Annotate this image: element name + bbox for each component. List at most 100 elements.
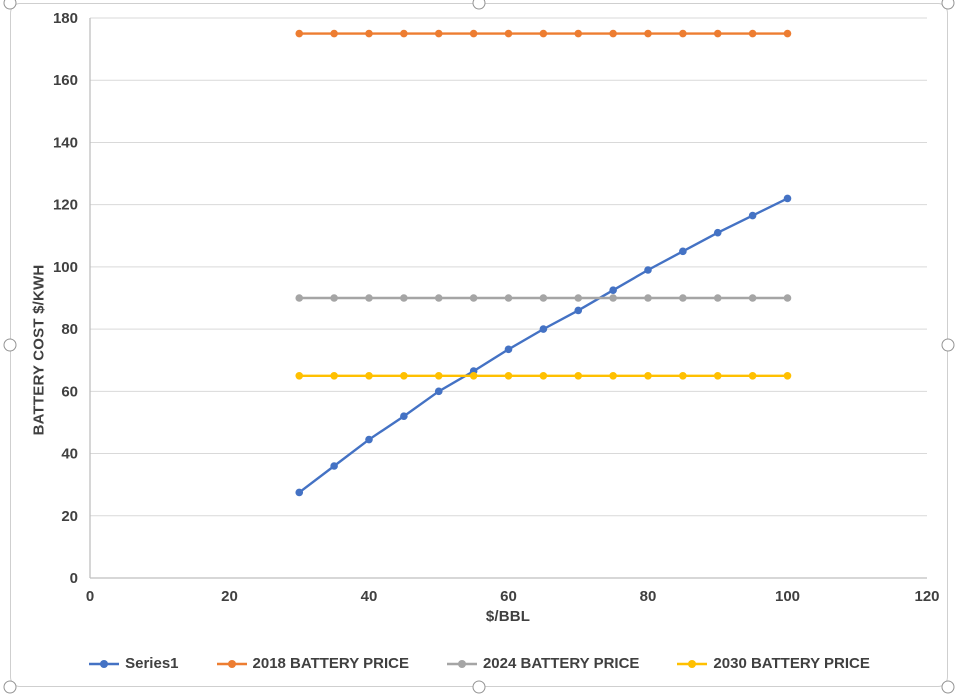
data-point-marker — [539, 29, 548, 38]
data-point-marker — [504, 294, 513, 302]
data-point-marker — [574, 306, 583, 315]
legend-marker-icon — [216, 659, 247, 668]
data-point-marker — [295, 294, 304, 302]
x-tick-label: 60 — [500, 588, 517, 605]
selection-handle-middle-left[interactable] — [3, 338, 17, 352]
data-point-marker — [748, 371, 757, 380]
series-series1[interactable] — [295, 194, 792, 497]
data-point-marker — [644, 266, 652, 274]
data-point-marker — [539, 371, 548, 380]
series-2024-battery-price[interactable] — [295, 294, 792, 302]
selection-handle-bottom-right[interactable] — [941, 680, 955, 694]
data-point-marker — [295, 29, 304, 38]
legend-item-series1[interactable]: Series1 — [89, 655, 179, 672]
x-tick-label: 20 — [221, 588, 238, 605]
legend-label: 2018 BATTERY PRICE — [252, 655, 409, 672]
legend-item-2018-battery-price[interactable]: 2018 BATTERY PRICE — [216, 655, 409, 672]
data-point-marker — [609, 371, 617, 380]
legend-item-2030-battery-price[interactable]: 2030 BATTERY PRICE — [677, 655, 870, 672]
data-point-marker — [504, 371, 513, 380]
data-point-marker — [469, 371, 478, 380]
data-point-marker — [609, 294, 617, 302]
data-point-marker — [713, 294, 722, 302]
y-tick-label: 60 — [61, 383, 78, 400]
legend: Series1 2018 BATTERY PRICE 2024 BATTERY PR… — [0, 655, 959, 672]
data-point-marker — [783, 194, 792, 203]
data-point-marker — [644, 371, 652, 380]
data-point-marker — [365, 294, 373, 302]
data-point-marker — [574, 294, 583, 302]
data-point-marker — [400, 371, 408, 380]
selection-handle-top-center[interactable] — [472, 0, 486, 10]
data-point-marker — [748, 294, 757, 302]
data-point-marker — [539, 294, 548, 302]
y-tick-label: 40 — [61, 446, 78, 463]
data-point-marker — [330, 29, 338, 38]
data-point-marker — [679, 371, 687, 380]
data-point-marker — [783, 294, 792, 302]
data-point-marker — [574, 29, 583, 38]
x-tick-label: 100 — [775, 588, 800, 605]
x-tick-label: 40 — [361, 588, 378, 605]
legend-marker-icon — [446, 659, 477, 668]
data-point-marker — [679, 247, 687, 256]
data-point-marker — [330, 371, 338, 380]
legend-label: Series1 — [125, 655, 179, 672]
data-point-marker — [365, 435, 373, 444]
data-point-marker — [504, 29, 513, 38]
data-point-marker — [679, 294, 687, 302]
data-point-marker — [748, 211, 757, 220]
data-point-marker — [400, 294, 408, 302]
series-2030-battery-price[interactable] — [295, 371, 792, 380]
y-tick-label: 120 — [53, 197, 78, 214]
x-tick-label: 120 — [914, 588, 939, 605]
chart-border — [10, 3, 948, 687]
data-point-marker — [434, 387, 443, 396]
data-point-marker — [539, 325, 548, 333]
data-point-marker — [504, 345, 513, 354]
y-tick-label: 20 — [61, 508, 78, 525]
data-point-marker — [434, 371, 443, 380]
data-point-marker — [365, 29, 373, 38]
selection-handle-middle-right[interactable] — [941, 338, 955, 352]
legend-label: 2024 BATTERY PRICE — [482, 655, 640, 672]
data-point-marker — [295, 488, 304, 497]
selection-handle-bottom-center[interactable] — [472, 680, 486, 694]
x-tick-label: 80 — [640, 588, 657, 605]
selection-handle-top-left[interactable] — [3, 0, 17, 10]
data-point-marker — [748, 29, 757, 38]
data-point-marker — [469, 294, 478, 302]
x-tick-label: 0 — [86, 588, 94, 605]
y-tick-label: 0 — [70, 570, 78, 587]
data-point-marker — [574, 371, 583, 380]
legend-label: 2030 BATTERY PRICE — [713, 655, 870, 672]
data-point-marker — [330, 462, 338, 470]
data-point-marker — [783, 29, 792, 38]
data-point-marker — [469, 29, 478, 38]
data-point-marker — [434, 29, 443, 38]
data-point-marker — [644, 294, 652, 302]
data-point-marker — [295, 371, 304, 380]
data-point-marker — [609, 29, 617, 38]
y-tick-label: 180 — [53, 10, 78, 27]
series-line — [298, 197, 789, 494]
series-2018-battery-price[interactable] — [295, 29, 792, 38]
legend-item-2024-battery-price[interactable]: 2024 BATTERY PRICE — [446, 655, 640, 672]
y-tick-label: 80 — [61, 321, 78, 338]
data-point-marker — [609, 286, 617, 295]
x-axis-title[interactable]: $/BBL — [485, 608, 531, 625]
data-point-marker — [330, 294, 338, 302]
selection-handle-bottom-left[interactable] — [3, 680, 17, 694]
data-point-marker — [644, 29, 652, 38]
y-tick-label: 100 — [53, 259, 78, 276]
legend-marker-icon — [677, 659, 708, 668]
data-point-marker — [365, 371, 373, 380]
data-point-marker — [679, 29, 687, 38]
y-axis-title[interactable]: BATTERY COST $/KWH — [30, 264, 48, 436]
y-tick-label: 160 — [53, 72, 78, 89]
selection-handle-top-right[interactable] — [941, 0, 955, 10]
data-point-marker — [400, 29, 408, 38]
data-point-marker — [783, 371, 792, 380]
